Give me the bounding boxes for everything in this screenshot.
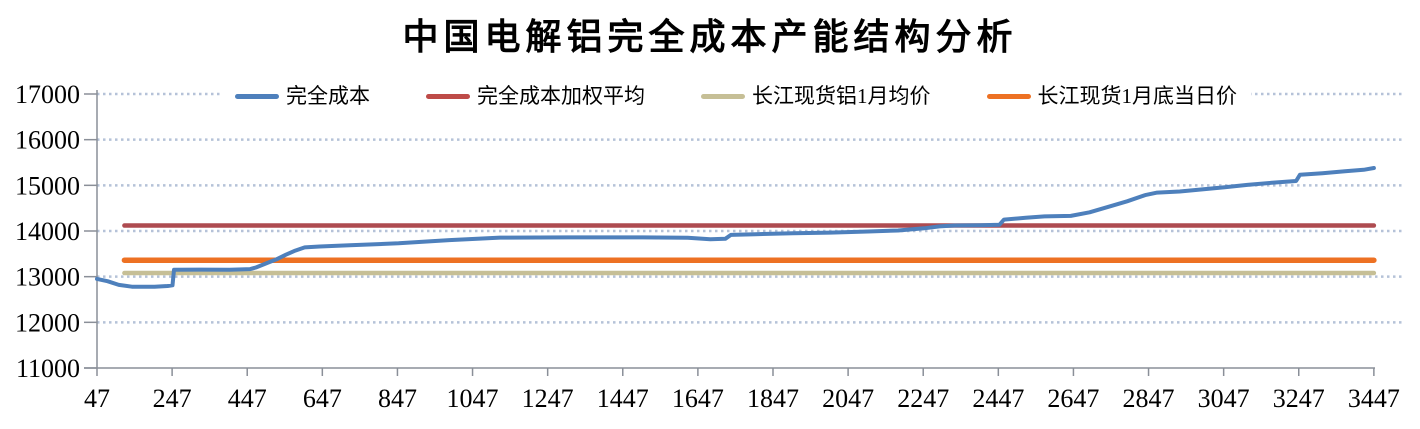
x-tick-label-2847: 2847 — [1123, 384, 1175, 413]
y-tick-label-15000: 15000 — [15, 171, 80, 200]
legend-swatch-3 — [701, 93, 745, 99]
legend-item-4: 长江现货1月底当日价 — [986, 84, 1238, 108]
legend-swatch-1 — [235, 93, 279, 99]
x-tick-label-1847: 1847 — [747, 384, 799, 413]
y-tick-label-12000: 12000 — [15, 308, 80, 337]
x-tick-label-3447: 3447 — [1348, 384, 1400, 413]
x-tick-label-447: 447 — [228, 384, 267, 413]
y-tick-label-11000: 11000 — [16, 354, 80, 383]
x-tick-label-1047: 1047 — [447, 384, 499, 413]
x-tick-label-847: 847 — [378, 384, 417, 413]
x-tick-label-47: 47 — [84, 384, 110, 413]
legend-item-3: 长江现货铝1月均价 — [701, 84, 931, 108]
x-tick-label-2247: 2247 — [897, 384, 949, 413]
chart-title: 中国电解铝完全成本产能结构分析 — [402, 17, 1018, 57]
legend-swatch-4 — [986, 93, 1031, 99]
x-tick-label-2647: 2647 — [1047, 384, 1099, 413]
x-tick-label-1647: 1647 — [672, 384, 724, 413]
x-tick-label-2447: 2447 — [972, 384, 1024, 413]
chart-legend: 完全成本 完全成本加权平均 长江现货铝1月均价 长江现货1月底当日价 — [97, 82, 1375, 110]
x-tick-label-3047: 3047 — [1198, 384, 1250, 413]
legend-label-3: 长江现货铝1月均价 — [752, 84, 931, 108]
legend-item-2: 完全成本加权平均 — [426, 84, 645, 108]
x-tick-label-2047: 2047 — [822, 384, 874, 413]
legend-swatch-2 — [426, 93, 470, 99]
y-tick-label-13000: 13000 — [15, 263, 80, 292]
legend-items: 完全成本 完全成本加权平均 长江现货铝1月均价 长江现货1月底当日价 — [221, 82, 1251, 110]
y-tick-label-17000: 17000 — [15, 80, 80, 109]
legend-label-1: 完全成本 — [286, 84, 370, 108]
legend-label-4: 长江现货1月底当日价 — [1037, 84, 1238, 108]
legend-label-2: 完全成本加权平均 — [477, 84, 645, 108]
x-tick-label-1247: 1247 — [522, 384, 574, 413]
series-line-完全成本 — [95, 166, 1376, 289]
x-tick-label-647: 647 — [303, 384, 342, 413]
legend-item-1: 完全成本 — [235, 84, 370, 108]
x-tick-label-1447: 1447 — [597, 384, 649, 413]
y-tick-label-14000: 14000 — [15, 217, 80, 246]
x-tick-label-247: 247 — [153, 384, 192, 413]
y-tick-label-16000: 16000 — [15, 126, 80, 155]
x-tick-label-3247: 3247 — [1273, 384, 1325, 413]
